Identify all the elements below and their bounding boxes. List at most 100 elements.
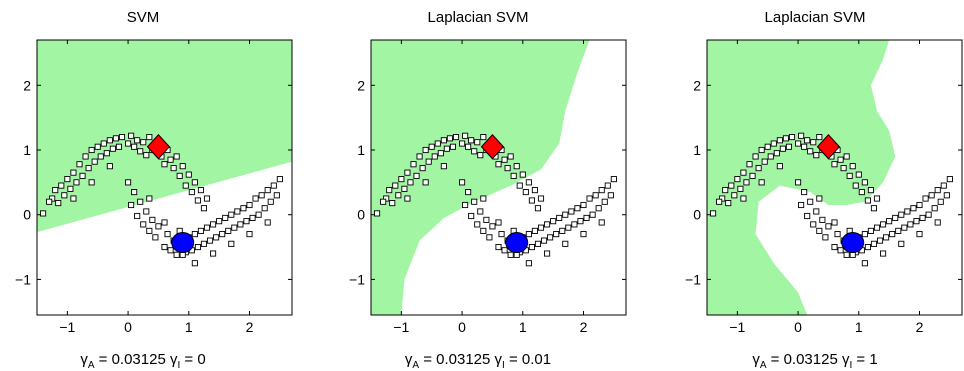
unlabeled-point bbox=[810, 221, 817, 228]
unlabeled-point bbox=[176, 172, 183, 179]
unlabeled-point bbox=[258, 192, 265, 199]
unlabeled-point bbox=[46, 198, 53, 205]
unlabeled-point bbox=[462, 201, 469, 209]
unlabeled-point bbox=[222, 214, 229, 221]
unlabeled-point bbox=[152, 234, 159, 241]
unlabeled-point bbox=[197, 187, 204, 194]
unlabeled-point bbox=[416, 153, 423, 160]
unlabeled-point bbox=[167, 247, 174, 254]
unlabeled-point bbox=[103, 150, 110, 157]
unlabeled-point bbox=[813, 208, 820, 215]
unlabeled-point bbox=[273, 192, 280, 199]
unlabeled-point bbox=[528, 197, 535, 204]
unlabeled-point bbox=[131, 189, 138, 196]
panel-title: Laplacian SVM bbox=[765, 9, 866, 26]
unlabeled-point bbox=[468, 137, 475, 144]
unlabeled-point bbox=[895, 227, 902, 234]
unlabeled-point bbox=[562, 211, 569, 218]
unlabeled-point bbox=[801, 189, 808, 196]
unlabeled-point bbox=[886, 218, 893, 225]
unlabeled-point bbox=[849, 163, 856, 170]
unlabeled-point bbox=[816, 134, 823, 141]
unlabeled-point bbox=[431, 153, 438, 160]
unlabeled-point bbox=[137, 198, 144, 205]
unlabeled-point bbox=[97, 153, 104, 160]
gamma-a-subscript: A bbox=[88, 360, 95, 371]
unlabeled-point bbox=[507, 251, 514, 258]
unlabeled-point bbox=[892, 214, 899, 221]
unlabeled-point bbox=[446, 135, 453, 142]
unlabeled-point bbox=[161, 219, 168, 226]
unlabeled-point bbox=[164, 231, 171, 238]
unlabeled-point bbox=[440, 163, 447, 170]
unlabeled-point bbox=[392, 182, 399, 189]
unlabeled-point bbox=[140, 139, 147, 146]
unlabeled-point bbox=[468, 212, 475, 220]
unlabeled-point bbox=[191, 179, 198, 186]
unlabeled-point bbox=[407, 179, 414, 186]
unlabeled-point bbox=[556, 214, 563, 221]
unlabeled-point bbox=[776, 163, 783, 170]
unlabeled-point bbox=[928, 192, 935, 199]
y-tick-label: −1 bbox=[685, 271, 701, 287]
x-axis-label: γA = 0.03125 γI = 1 bbox=[752, 351, 877, 371]
unlabeled-point bbox=[880, 250, 887, 257]
unlabeled-point bbox=[858, 189, 865, 196]
unlabeled-point bbox=[243, 218, 250, 225]
unlabeled-point bbox=[106, 137, 113, 144]
unlabeled-point bbox=[173, 251, 180, 258]
unlabeled-point bbox=[725, 200, 732, 207]
unlabeled-point bbox=[170, 165, 177, 172]
unlabeled-point bbox=[801, 143, 808, 150]
unlabeled-point bbox=[276, 176, 283, 183]
gamma-a-subscript: A bbox=[412, 360, 419, 371]
unlabeled-point bbox=[501, 156, 508, 163]
unlabeled-point bbox=[425, 158, 432, 165]
unlabeled-point bbox=[722, 187, 729, 194]
unlabeled-point bbox=[837, 156, 844, 163]
unlabeled-point bbox=[919, 214, 926, 221]
unlabeled-point bbox=[883, 234, 890, 241]
unlabeled-point bbox=[788, 134, 796, 141]
unlabeled-point bbox=[870, 240, 878, 247]
unlabeled-point bbox=[583, 214, 590, 221]
unlabeled-point bbox=[386, 187, 393, 194]
unlabeled-point bbox=[553, 231, 560, 238]
unlabeled-point bbox=[125, 140, 132, 147]
unlabeled-point bbox=[395, 192, 402, 199]
unlabeled-point bbox=[574, 205, 581, 212]
unlabeled-point bbox=[819, 216, 826, 223]
gamma-i-value: = 0.01 bbox=[505, 351, 551, 368]
unlabeled-point bbox=[146, 227, 153, 234]
x-tick-label: 1 bbox=[855, 319, 863, 335]
unlabeled-point bbox=[61, 192, 68, 199]
unlabeled-point bbox=[146, 195, 153, 202]
unlabeled-point bbox=[559, 227, 566, 234]
unlabeled-point bbox=[525, 231, 532, 238]
unlabeled-point bbox=[140, 221, 147, 228]
unlabeled-point bbox=[716, 198, 723, 205]
unlabeled-point bbox=[70, 195, 77, 202]
unlabeled-point bbox=[816, 227, 823, 234]
unlabeled-point bbox=[861, 179, 868, 186]
unlabeled-point bbox=[898, 211, 905, 218]
unlabeled-point bbox=[419, 165, 426, 172]
unlabeled-point bbox=[544, 250, 551, 257]
unlabeled-point bbox=[128, 132, 135, 139]
gamma-a-symbol: γ bbox=[405, 351, 413, 368]
x-tick-label: 0 bbox=[124, 319, 132, 335]
unlabeled-point bbox=[182, 182, 189, 189]
unlabeled-point bbox=[270, 182, 277, 189]
unlabeled-point bbox=[710, 210, 717, 217]
unlabeled-point bbox=[146, 134, 153, 141]
unlabeled-point bbox=[752, 153, 759, 160]
unlabeled-point bbox=[109, 145, 116, 152]
unlabeled-point bbox=[240, 205, 247, 212]
positive-region bbox=[371, 40, 590, 315]
unlabeled-point bbox=[525, 179, 532, 186]
unlabeled-point bbox=[443, 145, 450, 152]
unlabeled-point bbox=[73, 179, 80, 186]
unlabeled-point bbox=[471, 198, 478, 205]
y-tick-label: 1 bbox=[23, 142, 31, 158]
